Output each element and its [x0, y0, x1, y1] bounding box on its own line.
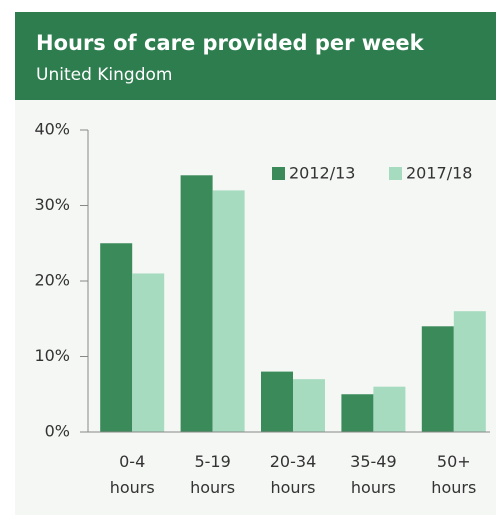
x-tick-label: 20-34 hours	[270, 452, 317, 497]
bar	[421, 326, 454, 432]
x-tick-label: 35-49 hours	[350, 452, 397, 497]
bar	[212, 190, 245, 432]
plot-background	[15, 100, 496, 515]
bar	[293, 379, 325, 432]
legend-swatch	[389, 167, 402, 180]
y-tick-label: 0%	[45, 422, 70, 441]
bar	[341, 394, 374, 432]
bar	[132, 273, 165, 432]
y-tick-label: 30%	[34, 195, 70, 214]
bar	[373, 386, 406, 432]
bar	[261, 371, 293, 432]
x-tick-label: 0-4 hours	[110, 452, 155, 497]
legend-label: 2012/13	[289, 164, 355, 183]
bar	[100, 243, 133, 432]
legend-label: 2017/18	[406, 164, 472, 183]
chart-subtitle: United Kingdom	[36, 65, 172, 85]
y-tick-label: 20%	[34, 271, 70, 290]
y-tick-label: 40%	[34, 120, 70, 139]
header	[15, 12, 496, 100]
y-tick-label: 10%	[34, 346, 70, 365]
chart-title: Hours of care provided per week	[36, 31, 425, 55]
x-tick-label: 5-19 hours	[190, 452, 235, 497]
x-tick-label: 50+ hours	[431, 452, 476, 497]
legend-swatch	[272, 167, 285, 180]
bar	[453, 311, 486, 432]
bar	[180, 175, 213, 433]
